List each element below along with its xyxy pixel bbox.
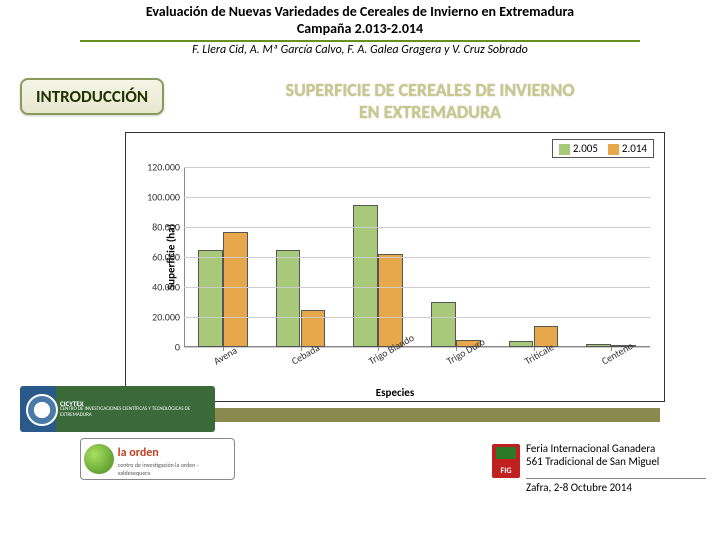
bar [431, 302, 456, 347]
y-tick: 60.000 [152, 251, 184, 264]
logo-fig: FIG [492, 444, 520, 478]
legend-item-2014: 2.014 [608, 142, 647, 155]
logo-cicytex: CICYTEX CENTRO DE INVESTIGACIONES CIENTÍ… [20, 386, 215, 432]
chart-legend: 2.005 2.014 [552, 139, 654, 158]
bar [378, 254, 403, 347]
bar [223, 232, 248, 348]
footer-zafra: Zafra, 2-8 Octubre 2014 [526, 478, 706, 494]
y-tick: 40.000 [152, 281, 184, 294]
chart-supertitle: SUPERFICIE DE CEREALES DE INVIERNO EN EX… [200, 80, 660, 123]
legend-item-2005: 2.005 [559, 142, 598, 155]
chart-supertitle-line2: EN EXTREMADURA [359, 101, 501, 123]
title-line2: Campaña 2.013-2.014 [0, 21, 720, 38]
legend-swatch-2005 [559, 144, 570, 155]
logo-la-orden-icon [84, 444, 114, 474]
y-tick: 0 [175, 341, 184, 354]
title-underline [80, 40, 640, 42]
footer-feria: Feria Internacional Ganadera 561 Tradici… [526, 442, 706, 468]
chart-container: 2.005 2.014 Superficie (ha) 020.00040.00… [125, 132, 665, 402]
authors: F. Llera Cid, A. Mª García Calvo, F. A. … [0, 43, 720, 57]
logo-la-orden: la orden centro de investigación la orde… [80, 438, 235, 480]
title-line1: Evaluación de Nuevas Variedades de Cerea… [0, 4, 720, 21]
chart-supertitle-line1: SUPERFICIE DE CEREALES DE INVIERNO [285, 79, 574, 101]
chart-plot-area: Superficie (ha) 020.00040.00060.00080.00… [184, 167, 650, 347]
y-tick: 120.000 [147, 161, 184, 174]
slide-header: Evaluación de Nuevas Variedades de Cerea… [0, 0, 720, 59]
bar [353, 205, 378, 348]
section-badge-introduccion: INTRODUCCIÓN [20, 78, 164, 115]
y-tick: 80.000 [152, 221, 184, 234]
y-tick: 20.000 [152, 311, 184, 324]
bar [276, 250, 301, 348]
bar [198, 250, 223, 348]
legend-swatch-2014 [608, 144, 619, 155]
y-tick: 100.000 [147, 191, 184, 204]
